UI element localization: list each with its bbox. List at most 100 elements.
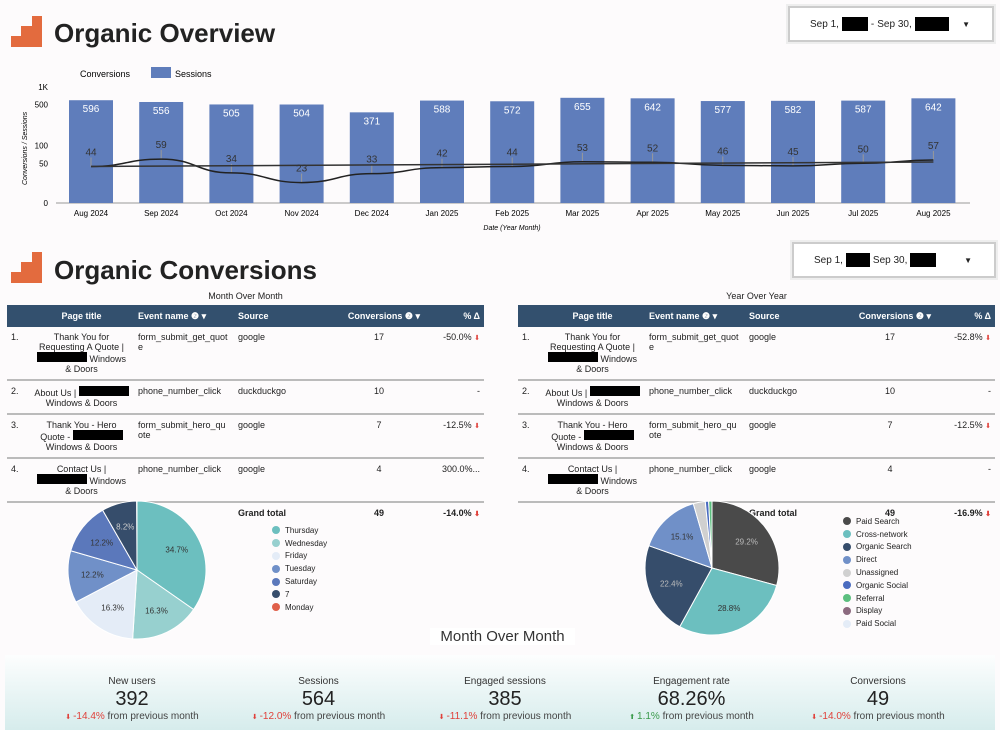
row-index: 3. (518, 414, 540, 459)
legend-item[interactable]: Friday (272, 550, 327, 563)
conversion-data-label: 44 (85, 147, 97, 158)
column-header[interactable]: Conversions ❷ ▾ (334, 305, 424, 327)
overview-date-picker[interactable]: Sep 1, - Sep 30, ▼ (788, 6, 994, 42)
legend-item[interactable]: Cross-network (843, 528, 912, 541)
legend-dot-icon (272, 590, 280, 599)
legend-dot-icon (272, 564, 280, 573)
conversions-value: 4 (334, 458, 424, 503)
delta-value: -50.0% ⬇ (424, 327, 484, 381)
kpi-caption: Month Over Month (430, 628, 575, 645)
legend-dot-icon (843, 568, 851, 577)
column-header[interactable]: Event name ❷ ▾ (134, 305, 234, 327)
down-arrow-icon: ⬇ (474, 423, 480, 430)
legend-label: Thursday (285, 525, 319, 535)
date-separator: - (870, 18, 875, 30)
y-tick-label: 500 (35, 101, 49, 110)
conversion-data-label: 45 (787, 147, 799, 158)
legend-item[interactable]: Referral (843, 592, 912, 605)
delta-value: -12.5% ⬇ (935, 414, 995, 459)
session-data-label: 587 (855, 105, 872, 116)
legend-dot-icon (843, 581, 851, 590)
grand-total-label: Grand total (238, 508, 287, 518)
page-title: Thank You for Requesting A Quote | (550, 332, 635, 352)
legend-item[interactable]: Saturday (272, 575, 327, 588)
grand-total-delta: -14.0% ⬇ (443, 508, 480, 518)
conversions-trend-line (90, 161, 934, 168)
conversions-value: 17 (334, 327, 424, 381)
pie-slice-label: 22.4% (660, 580, 683, 589)
event-name: form_submit_hero_quote (645, 414, 745, 459)
session-data-label: 572 (504, 105, 521, 116)
legend-item[interactable]: Paid Search (843, 515, 912, 528)
page-title-cell: Thank You for Requesting A Quote | Windo… (29, 327, 134, 381)
session-bar (420, 100, 464, 203)
row-index: 2. (7, 380, 29, 415)
table-row[interactable]: 3. Thank You - Hero Quote - Windows & Doo… (7, 414, 484, 459)
pie-slice (75, 569, 138, 640)
column-header[interactable]: % Δ (424, 305, 484, 327)
kpi-label: New users (108, 676, 156, 687)
column-header[interactable]: Page title (29, 305, 134, 327)
legend-label: Direct (856, 555, 877, 565)
kpi-panel (5, 655, 995, 730)
delta-value: -12.5% ⬇ (424, 414, 484, 459)
legend-item[interactable]: Wednesday (272, 537, 327, 550)
legend-dot-icon (272, 577, 280, 586)
kpi-conversions: Conversions 49 ⬇ -14.0% from previous mont… (778, 676, 978, 722)
legend-item[interactable]: Organic Social (843, 579, 912, 592)
session-bar (911, 98, 956, 203)
date-end: Sep 30, (877, 18, 912, 30)
legend-item[interactable]: Organic Search (843, 541, 912, 554)
legend-item[interactable]: Unassigned (843, 566, 912, 579)
page-title: Contact Us | (567, 464, 618, 474)
table-row[interactable]: 4. Contact Us | Windows & Doors phone_numb… (518, 458, 995, 503)
conversions-date-picker[interactable]: Sep 1, Sep 30, ▼ (792, 242, 996, 278)
conversions-value: 7 (845, 414, 935, 459)
table-row[interactable]: 2. About Us | Windows & Doors phone_number… (518, 380, 995, 415)
row-index: 4. (518, 458, 540, 503)
table-row[interactable]: 1. Thank You for Requesting A Quote | Win… (518, 327, 995, 381)
analytics-logo-icon (11, 252, 42, 283)
y-tick-label: 100 (35, 142, 49, 151)
legend-dot-icon (272, 526, 280, 535)
table-row[interactable]: 4. Contact Us | Windows & Doors phone_numb… (7, 458, 484, 503)
column-header[interactable]: Event name ❷ ▾ (645, 305, 745, 327)
conversions-table: Page title Event name ❷ ▾ Source Conversion… (518, 305, 995, 523)
legend-dot-icon (843, 530, 851, 539)
legend-item[interactable]: 7 (272, 588, 327, 601)
legend-item[interactable]: Paid Social (843, 617, 912, 630)
down-arrow-icon: ⬇ (474, 511, 480, 518)
kpi-delta-value: -14.0% (819, 711, 851, 722)
x-tick-label: Mar 2025 (566, 209, 600, 218)
session-bar (279, 104, 324, 203)
legend-item[interactable]: Display (843, 605, 912, 618)
legend-item[interactable]: Direct (843, 553, 912, 566)
column-header[interactable]: Page title (540, 305, 645, 327)
blank (7, 502, 29, 523)
event-name: form_submit_get_quote (645, 327, 745, 381)
up-arrow-icon: ⬆ (629, 714, 638, 721)
column-header[interactable]: % Δ (935, 305, 995, 327)
table-row[interactable]: 3. Thank You - Hero Quote - Windows & Doo… (518, 414, 995, 459)
analytics-logo-icon (11, 16, 42, 47)
kpi-new-users: New users 392 ⬇ -14.4% from previous month (32, 676, 232, 722)
session-data-label: 556 (153, 106, 170, 117)
legend-item[interactable]: Monday (272, 601, 327, 614)
legend-item[interactable]: Thursday (272, 524, 327, 537)
redacted (583, 430, 634, 440)
delta-value: -52.8% ⬇ (935, 327, 995, 381)
column-header[interactable]: Source (745, 305, 845, 327)
dropdown-caret-icon: ▼ (964, 255, 972, 265)
legend-label: Tuesday (285, 564, 316, 574)
legend-item[interactable]: Tuesday (272, 562, 327, 575)
blank (518, 502, 540, 523)
grand-total-value: 49 (373, 508, 384, 518)
down-arrow-icon: ⬇ (65, 714, 74, 721)
y-tick-label: 50 (39, 159, 48, 168)
table-row[interactable]: 2. About Us | Windows & Doors phone_number… (7, 380, 484, 415)
table-row[interactable]: 1. Thank You for Requesting A Quote | Win… (7, 327, 484, 381)
column-header[interactable]: Source (234, 305, 334, 327)
kpi-delta-suffix: from previous month (291, 711, 386, 722)
column-header[interactable]: Conversions ❷ ▾ (845, 305, 935, 327)
source: google (234, 414, 334, 459)
